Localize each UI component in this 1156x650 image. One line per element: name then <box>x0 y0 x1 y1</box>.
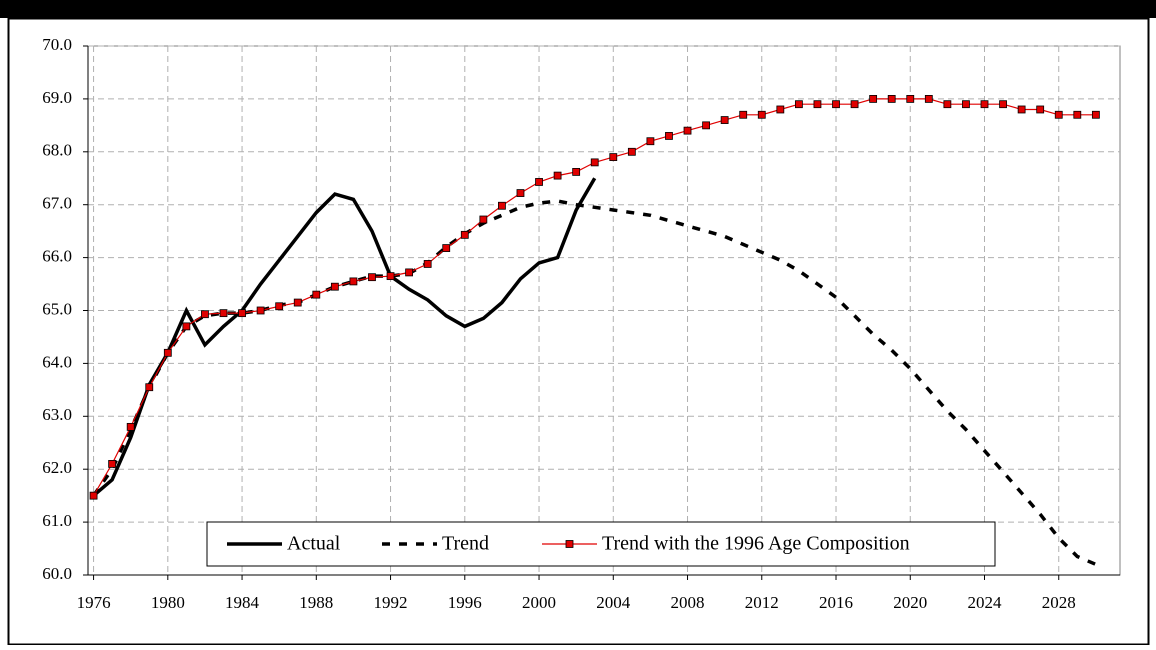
x-tick-label: 1976 <box>77 593 111 612</box>
x-tick-label: 2004 <box>596 593 631 612</box>
point-marker <box>498 201 506 210</box>
point-marker <box>256 306 265 315</box>
point-marker <box>238 309 246 318</box>
point-marker <box>89 491 98 500</box>
point-marker <box>219 309 228 318</box>
point-marker <box>720 116 729 124</box>
point-marker <box>126 422 135 431</box>
point-marker <box>108 460 117 468</box>
x-tick-label: 2012 <box>745 593 779 612</box>
point-marker <box>405 268 414 277</box>
point-marker <box>516 189 525 197</box>
point-marker <box>442 244 451 252</box>
series-line <box>92 177 597 497</box>
point-marker <box>627 147 636 156</box>
point-marker <box>572 168 581 176</box>
y-tick-label: 70.0 <box>42 35 72 54</box>
x-tick-label: 1984 <box>225 593 260 612</box>
legend-label: Actual <box>287 533 341 555</box>
point-marker <box>999 100 1007 109</box>
y-tick-label: 62.0 <box>42 458 72 477</box>
legend-label: Trend <box>442 533 489 555</box>
header-bar <box>0 0 1156 18</box>
series-line <box>92 199 1097 567</box>
point-marker <box>330 282 339 291</box>
point-marker <box>386 272 395 281</box>
point-marker <box>683 126 692 135</box>
point-marker <box>943 100 952 109</box>
y-tick-label: 66.0 <box>42 247 72 266</box>
point-marker <box>646 137 655 146</box>
point-marker <box>368 273 376 282</box>
y-tick-label: 69.0 <box>42 88 72 107</box>
point-marker <box>553 171 562 180</box>
point-marker <box>1091 110 1100 119</box>
legend-box <box>206 521 996 567</box>
point-marker <box>1036 105 1045 114</box>
point-marker <box>609 153 618 161</box>
point-marker <box>850 100 859 109</box>
y-tick-label: 64.0 <box>42 352 72 371</box>
x-tick-label: 2024 <box>968 593 1003 612</box>
point-marker <box>776 105 785 114</box>
point-marker <box>182 322 191 331</box>
x-tick-label: 2020 <box>893 593 927 612</box>
point-marker <box>702 121 710 130</box>
point-marker <box>275 302 284 311</box>
point-marker <box>201 310 209 319</box>
x-tick-label: 1988 <box>299 593 333 612</box>
point-marker <box>924 95 933 103</box>
x-tick-label: 1992 <box>374 593 408 612</box>
point-marker <box>535 178 543 186</box>
point-marker <box>423 260 432 268</box>
point-marker <box>887 95 896 103</box>
y-tick-label: 63.0 <box>42 405 72 424</box>
legend-label: Trend with the 1996 Age Composition <box>602 533 910 555</box>
y-tick-label: 67.0 <box>42 194 72 213</box>
y-tick-label: 68.0 <box>42 141 72 160</box>
x-tick-label: 2000 <box>522 593 556 612</box>
point-marker <box>739 110 748 119</box>
x-tick-label: 2016 <box>819 593 853 612</box>
y-tick-label: 65.0 <box>42 299 72 318</box>
point-marker <box>980 100 989 109</box>
point-marker <box>869 95 878 103</box>
point-marker <box>962 100 970 109</box>
point-marker <box>293 298 302 307</box>
point-marker <box>832 100 840 109</box>
point-marker <box>794 100 803 109</box>
y-tick-label: 61.0 <box>42 511 72 530</box>
point-marker <box>349 277 358 286</box>
legend-marker <box>565 540 574 548</box>
point-marker <box>590 158 599 167</box>
point-marker <box>1017 105 1026 114</box>
point-marker <box>312 290 321 299</box>
point-marker <box>906 95 915 103</box>
point-marker <box>757 110 766 119</box>
point-marker <box>1054 110 1063 119</box>
x-tick-label: 2008 <box>671 593 705 612</box>
point-marker <box>1073 110 1082 119</box>
point-marker <box>145 383 154 392</box>
x-tick-label: 1980 <box>151 593 185 612</box>
point-marker <box>479 215 488 224</box>
x-tick-label: 2028 <box>1042 593 1076 612</box>
point-marker <box>163 348 172 357</box>
point-marker <box>813 100 822 109</box>
point-marker <box>665 132 673 140</box>
point-marker <box>460 230 469 239</box>
x-tick-label: 1996 <box>448 593 482 612</box>
y-tick-label: 60.0 <box>42 564 72 583</box>
